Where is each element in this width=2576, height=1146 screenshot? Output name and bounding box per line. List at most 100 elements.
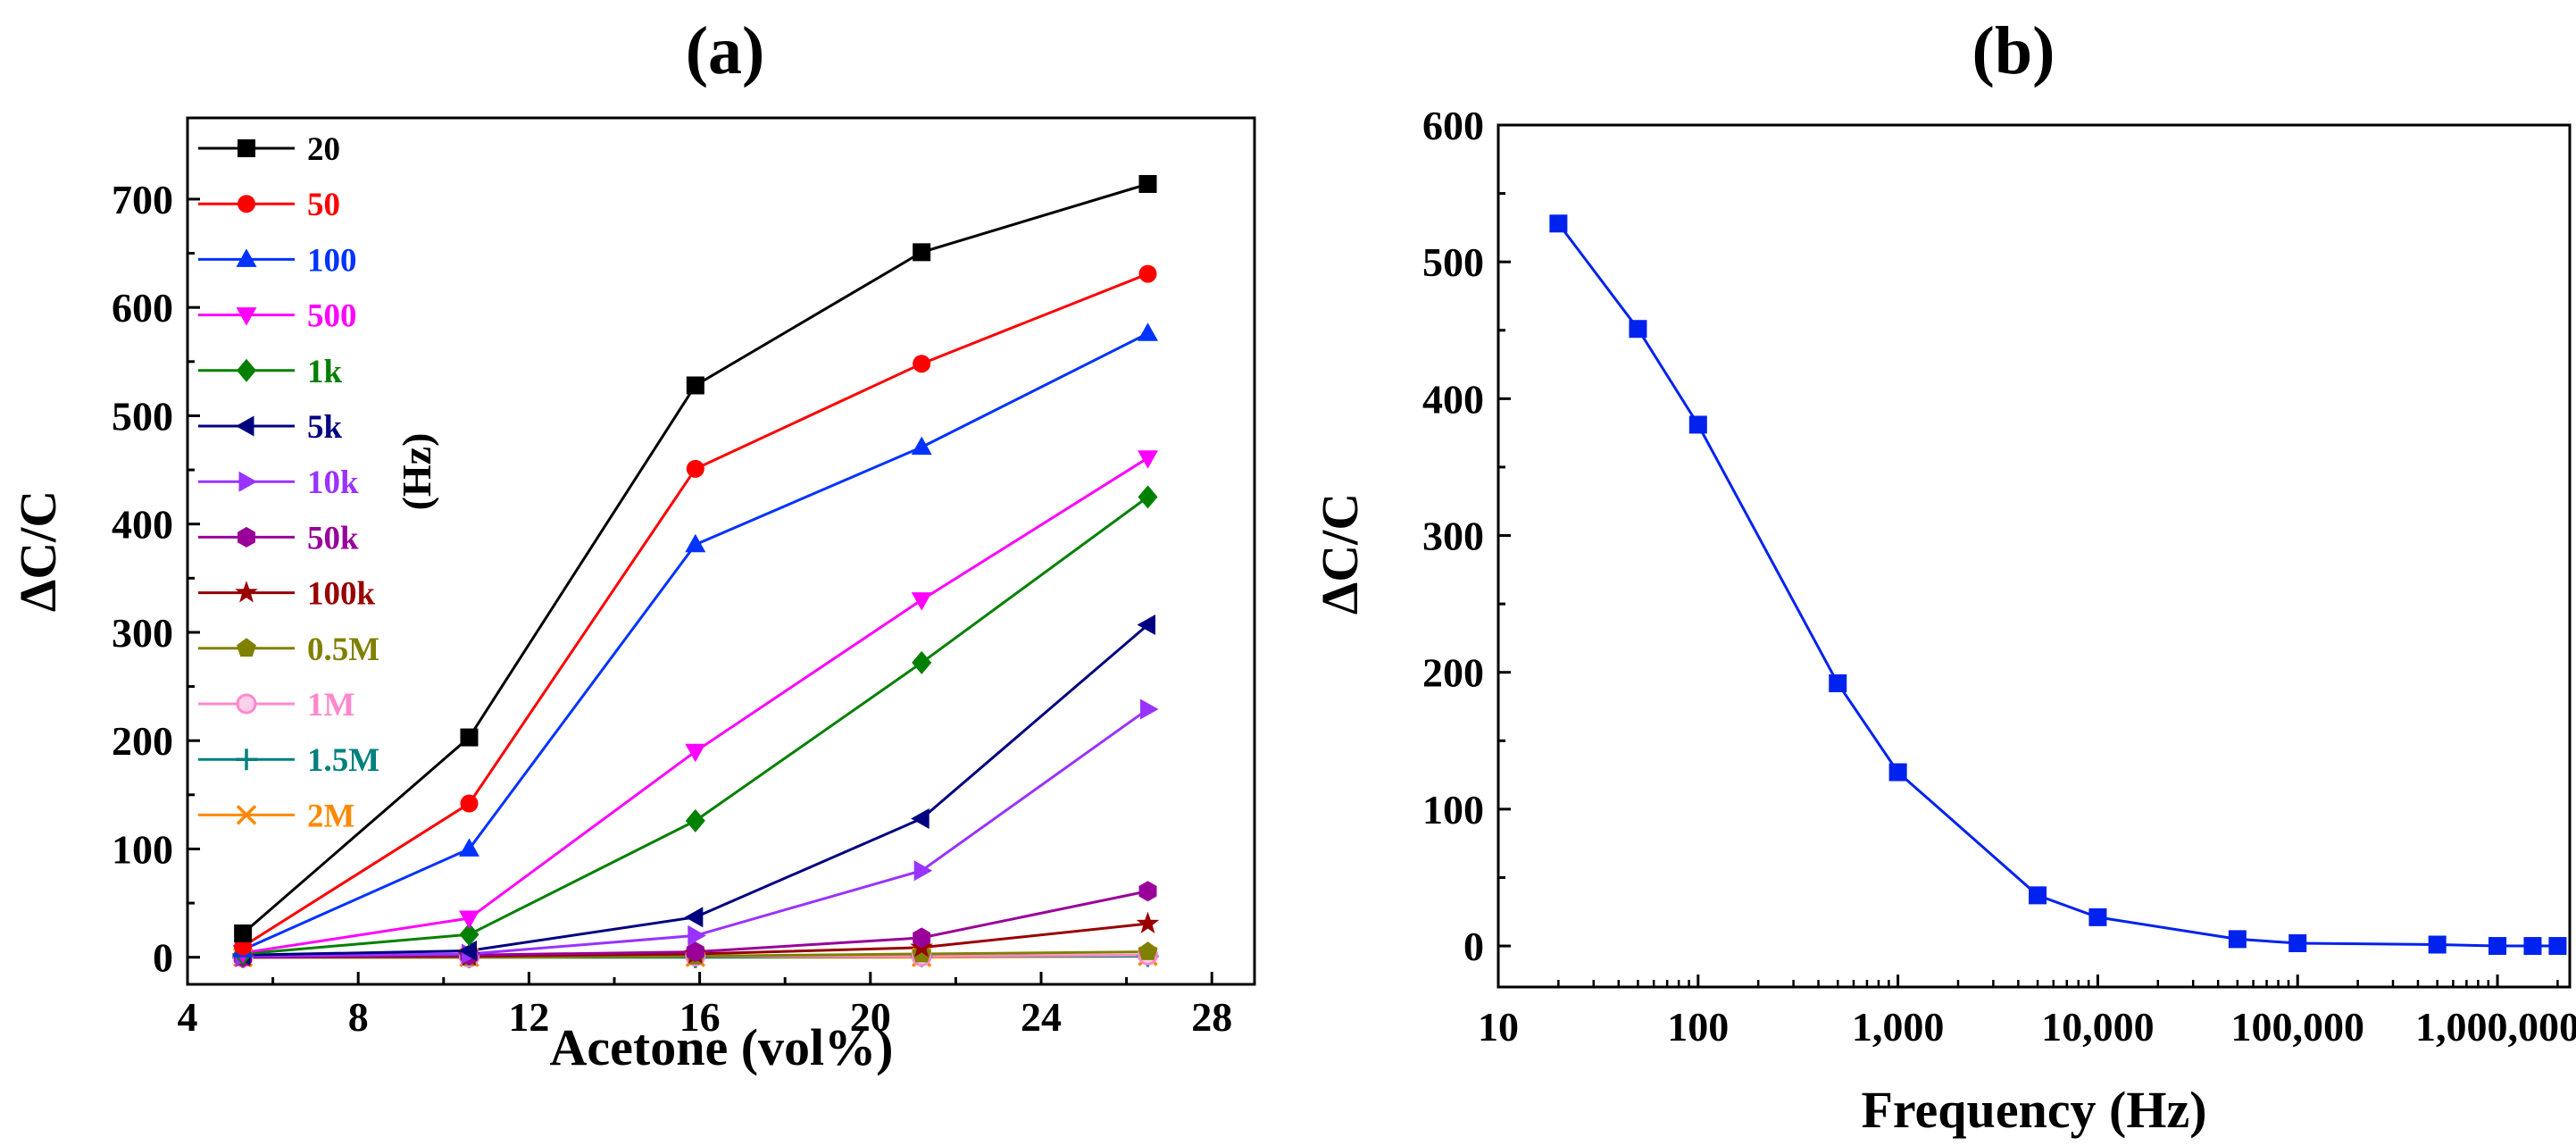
data-point-500 bbox=[685, 743, 706, 763]
x-tick-label: 12 bbox=[508, 994, 549, 1040]
panel-a-legend: 20 50 100 500 1k 5k 10k 50k 100k 0.5M 1M 1.5M 2M bbox=[198, 131, 379, 834]
data-point-50k bbox=[686, 941, 704, 963]
y-tick-label: 100 bbox=[1422, 787, 1484, 832]
panel-a-y-axis-title: ΔC/C bbox=[9, 490, 67, 612]
data-point-100 bbox=[911, 436, 932, 456]
data-point-10k bbox=[1140, 698, 1159, 720]
series-line-500 bbox=[242, 456, 1149, 955]
data-point bbox=[2488, 937, 2507, 956]
x-tick-label: 24 bbox=[1021, 994, 1062, 1040]
legend-label-1k: 1k bbox=[307, 354, 343, 390]
legend-marker-1.5M bbox=[236, 749, 257, 771]
legend-label-50: 50 bbox=[307, 187, 340, 223]
data-point-100 bbox=[1138, 322, 1158, 341]
x-tick-label: 20 bbox=[850, 994, 891, 1040]
data-point-20 bbox=[234, 924, 253, 943]
legend-unit-label: (Hz) bbox=[394, 433, 439, 511]
legend-marker-500 bbox=[236, 307, 257, 326]
x-tick-label: 10,000 bbox=[2041, 1004, 2155, 1050]
y-tick-label: 500 bbox=[112, 393, 173, 439]
data-point-10k bbox=[913, 860, 933, 882]
data-point-50 bbox=[460, 794, 479, 813]
data-point-100k bbox=[1136, 911, 1160, 933]
data-point-50 bbox=[1138, 264, 1157, 283]
data-point-500 bbox=[911, 592, 932, 611]
data-point bbox=[2523, 937, 2542, 956]
legend-marker-50 bbox=[238, 195, 255, 213]
panel-b-x-axis-title: Frequency (Hz) bbox=[1861, 1081, 2206, 1139]
panel-b-ticks: 10 100 1,000 10,000 100,000 1,000,000 0 100 200 3… bbox=[1422, 103, 2576, 1050]
legend-marker-10k bbox=[238, 471, 257, 492]
panel-b: (b) 10 100 1,000 10,000 100,000 1,000,000 0 100… bbox=[1311, 13, 2576, 1139]
y-tick-label: 0 bbox=[153, 935, 173, 981]
data-point-20 bbox=[460, 728, 479, 747]
legend-label-5k: 5k bbox=[307, 409, 343, 446]
data-point-500 bbox=[1138, 450, 1158, 469]
y-tick-label: 400 bbox=[1422, 376, 1484, 422]
data-point bbox=[2088, 908, 2107, 926]
y-tick-label: 100 bbox=[112, 826, 173, 872]
x-tick-label: 28 bbox=[1191, 994, 1232, 1040]
data-point-500 bbox=[459, 910, 479, 929]
data-point bbox=[2428, 935, 2447, 954]
data-point-20 bbox=[1138, 174, 1157, 193]
legend-marker-1k bbox=[237, 358, 256, 382]
legend-marker-5k bbox=[236, 415, 254, 437]
panel-b-y-axis-title: ΔC/C bbox=[1311, 493, 1369, 615]
data-point-0.5M bbox=[1138, 941, 1158, 960]
panel-b-plot-frame bbox=[1496, 123, 2572, 989]
data-point-50 bbox=[686, 459, 704, 478]
legend-marker-1M bbox=[236, 693, 257, 715]
panel-a-plot-frame bbox=[186, 116, 1256, 986]
legend-label-10k: 10k bbox=[307, 464, 359, 501]
legend-label-500: 500 bbox=[307, 298, 357, 335]
series-line-5k bbox=[243, 623, 1149, 957]
y-tick-label: 400 bbox=[112, 502, 173, 548]
data-point-5k bbox=[458, 940, 477, 961]
y-tick-label: 0 bbox=[1463, 924, 1484, 969]
legend-marker-0.5M bbox=[237, 638, 256, 657]
y-tick-label: 200 bbox=[112, 718, 173, 764]
data-point-100 bbox=[459, 838, 479, 857]
x-tick-label: 16 bbox=[679, 994, 721, 1040]
data-point bbox=[2548, 937, 2567, 956]
x-tick-label: 8 bbox=[348, 994, 369, 1040]
panel-b-markers bbox=[1549, 214, 2567, 956]
series-line-frequency bbox=[1557, 222, 2558, 948]
data-point bbox=[2029, 886, 2047, 905]
data-point bbox=[2228, 930, 2247, 949]
legend-label-50k: 50k bbox=[307, 520, 359, 556]
panel-b-series-line bbox=[1557, 222, 2558, 948]
legend-label-100k: 100k bbox=[307, 576, 376, 613]
panel-a: (a) 4 8 12 16 20 24 28 0 100 200 300 400 500 600 700 2… bbox=[9, 13, 1256, 1076]
panel-b-label: (b) bbox=[1972, 13, 2055, 88]
data-point bbox=[1688, 415, 1707, 434]
data-point-20 bbox=[686, 376, 704, 395]
data-point-5k bbox=[1137, 615, 1155, 635]
series-line-1k bbox=[242, 496, 1149, 956]
data-point bbox=[1888, 763, 1907, 782]
y-tick-label: 500 bbox=[1422, 239, 1484, 285]
x-tick-label: 1,000 bbox=[1852, 1004, 1945, 1050]
legend-marker-100 bbox=[236, 248, 257, 267]
y-tick-label: 300 bbox=[1422, 514, 1484, 559]
legend-label-20: 20 bbox=[307, 131, 340, 168]
legend-marker-50k bbox=[238, 526, 255, 548]
legend-marker-100k bbox=[235, 581, 258, 603]
data-point-50 bbox=[913, 355, 931, 373]
legend-label-1M: 1M bbox=[307, 687, 354, 724]
x-tick-label: 4 bbox=[178, 994, 198, 1040]
data-point-10k bbox=[688, 924, 706, 946]
data-point-50k bbox=[1138, 881, 1157, 902]
panel-a-series-lines bbox=[242, 182, 1149, 959]
legend-label-1.5M: 1.5M bbox=[307, 742, 379, 779]
panel-a-markers bbox=[231, 174, 1160, 968]
data-point bbox=[1829, 673, 1847, 692]
data-point-1k bbox=[912, 650, 932, 674]
y-tick-label: 200 bbox=[1422, 650, 1484, 696]
data-point-1k bbox=[459, 923, 479, 947]
x-tick-label: 100,000 bbox=[2230, 1004, 2364, 1050]
legend-label-100: 100 bbox=[307, 242, 357, 279]
data-point-100 bbox=[685, 533, 706, 553]
